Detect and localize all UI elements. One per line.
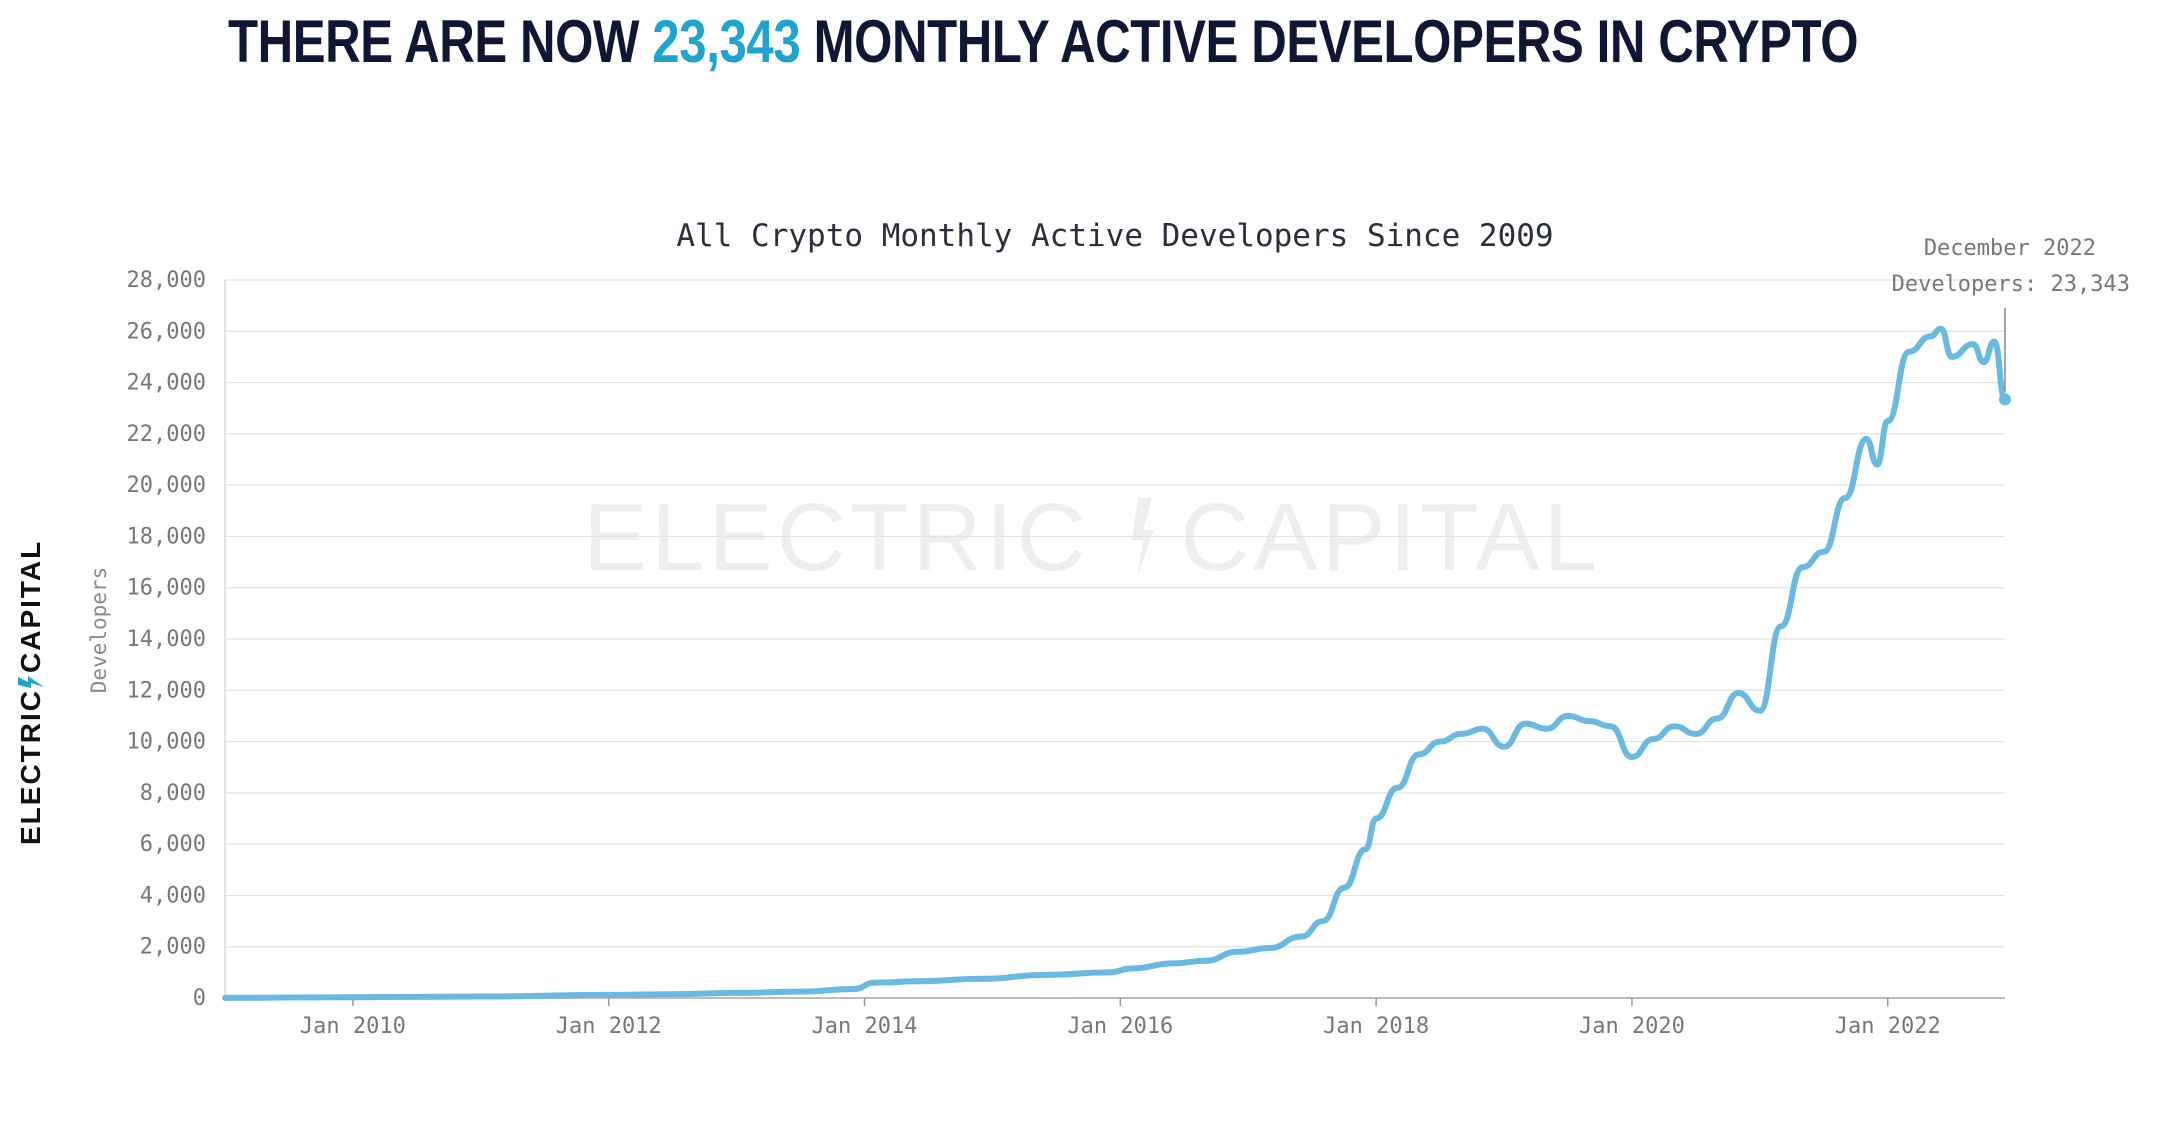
annotation: December 2022 Developers: 23,343	[1892, 236, 2130, 406]
bolt-icon	[18, 676, 44, 688]
x-tick-label: Jan 2010	[300, 1014, 406, 1039]
x-tick-label: Jan 2020	[1579, 1014, 1685, 1039]
headline: THERE ARE NOW 23,343 MONTHLY ACTIVE DEVE…	[228, 6, 1859, 78]
headline-suffix: MONTHLY ACTIVE DEVELOPERS IN CRYPTO	[800, 8, 1859, 75]
y-tick-label: 14,000	[127, 627, 206, 652]
y-tick-label: 8,000	[140, 781, 206, 806]
watermark: ELECTRIC CAPITAL	[583, 484, 1601, 591]
x-tick-label: Jan 2016	[1067, 1014, 1173, 1039]
y-tick-label: 18,000	[127, 524, 206, 549]
headline-prefix: THERE ARE NOW	[228, 8, 653, 75]
headline-highlight: 23,343	[652, 8, 801, 75]
y-tick-label: 0	[193, 986, 206, 1011]
y-tick-label: 16,000	[127, 576, 206, 601]
y-axis-title: Developers	[87, 567, 111, 693]
x-axis: Jan 2010 Jan 2012 Jan 2014 Jan 2016 Jan 2018…	[300, 998, 1941, 1039]
annotation-date: December 2022	[1924, 236, 2096, 261]
y-tick-label: 24,000	[127, 371, 206, 396]
brand-text-right: CAPITAL	[15, 540, 46, 673]
brand-logo: ELECTRIC CAPITAL	[15, 540, 46, 845]
y-tick-label: 6,000	[140, 832, 206, 857]
y-tick-label: 2,000	[140, 935, 206, 960]
chart-title: All Crypto Monthly Active Developers Sin…	[676, 218, 1553, 254]
watermark-text-right: CAPITAL	[1180, 484, 1601, 591]
y-tick-label: 12,000	[127, 678, 206, 703]
y-tick-label: 28,000	[127, 268, 206, 293]
x-tick-label: Jan 2022	[1835, 1014, 1941, 1039]
series-line	[222, 325, 2008, 1001]
y-tick-label: 10,000	[127, 730, 206, 755]
y-tick-label: 26,000	[127, 319, 206, 344]
y-tick-label: 4,000	[140, 883, 206, 908]
x-tick-label: Jan 2018	[1323, 1014, 1429, 1039]
x-tick-label: Jan 2014	[812, 1014, 918, 1039]
y-tick-label: 22,000	[127, 422, 206, 447]
annotation-value: Developers: 23,343	[1892, 272, 2130, 297]
brand-text-left: ELECTRIC	[15, 689, 46, 845]
y-tick-label: 20,000	[127, 473, 206, 498]
x-tick-label: Jan 2012	[556, 1014, 662, 1039]
watermark-text-left: ELECTRIC	[583, 484, 1090, 591]
grid	[224, 279, 2005, 999]
y-axis: 0 2,000 4,000 6,000 8,000 10,000 12,000 14,000 1…	[127, 268, 206, 1011]
annotation-point	[1999, 393, 2011, 406]
